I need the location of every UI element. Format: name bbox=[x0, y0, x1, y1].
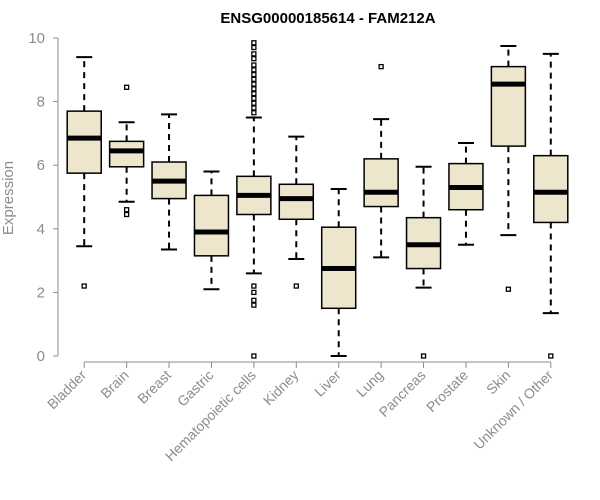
x-tick-label-lung: Lung bbox=[353, 367, 386, 400]
y-tick-label: 0 bbox=[37, 348, 45, 365]
box-liver bbox=[320, 188, 357, 357]
outlier-point bbox=[251, 110, 257, 116]
box-bladder bbox=[66, 56, 102, 289]
boxes-group bbox=[66, 40, 569, 359]
outlier-point bbox=[251, 62, 257, 68]
box-lung bbox=[363, 63, 399, 259]
outlier-point bbox=[251, 100, 257, 106]
outlier-point bbox=[548, 353, 554, 359]
y-axis-label: Expression bbox=[0, 161, 17, 235]
box-kidney bbox=[278, 135, 315, 289]
box-skin bbox=[490, 44, 527, 292]
outlier-point bbox=[81, 283, 87, 289]
box-pancreas bbox=[405, 165, 442, 359]
iqr-box bbox=[363, 158, 399, 208]
outlier-point bbox=[293, 283, 299, 289]
outlier-point bbox=[251, 86, 257, 92]
outlier-point bbox=[251, 40, 257, 46]
outlier-point bbox=[251, 44, 257, 51]
outlier-point bbox=[251, 289, 257, 296]
outlier-point bbox=[251, 81, 257, 87]
x-tick-label-prostate: Prostate bbox=[423, 367, 471, 415]
box-brain bbox=[108, 84, 145, 218]
iqr-box bbox=[108, 140, 145, 168]
x-tick-label-unknown-other: Unknown / Other bbox=[470, 367, 556, 453]
outlier-point bbox=[251, 56, 257, 62]
y-tick-label: 6 bbox=[37, 157, 45, 174]
x-tick-label-skin: Skin bbox=[483, 367, 514, 398]
x-tick-label-bladder: Bladder bbox=[44, 367, 90, 413]
iqr-box bbox=[66, 110, 102, 174]
box-gastric bbox=[193, 170, 230, 291]
iqr-box bbox=[533, 154, 569, 224]
y-tick-label: 4 bbox=[37, 221, 45, 238]
x-tick-label-kidney: Kidney bbox=[260, 367, 302, 409]
outlier-point bbox=[251, 71, 257, 78]
outlier-point bbox=[251, 302, 257, 308]
x-tick-label-breast: Breast bbox=[134, 367, 174, 407]
outlier-point bbox=[420, 353, 427, 359]
outlier-point bbox=[251, 76, 257, 82]
box-prostate bbox=[448, 141, 484, 246]
outlier-point bbox=[505, 286, 512, 292]
box-hematopoietic-cells bbox=[236, 40, 272, 359]
outlier-point bbox=[123, 211, 130, 218]
x-tick-label-liver: Liver bbox=[311, 367, 344, 400]
iqr-box bbox=[193, 194, 230, 257]
outlier-point bbox=[378, 63, 384, 70]
outlier-point bbox=[251, 91, 257, 97]
outlier-point bbox=[251, 95, 257, 102]
y-tick-label: 2 bbox=[37, 284, 45, 301]
x-tick-label-brain: Brain bbox=[97, 367, 131, 401]
x-tick-label-pancreas: Pancreas bbox=[376, 367, 429, 420]
outlier-point bbox=[123, 84, 130, 90]
outlier-point bbox=[251, 297, 257, 304]
y-tick-label: 8 bbox=[37, 94, 45, 111]
outlier-point bbox=[251, 353, 257, 359]
outlier-point bbox=[251, 105, 257, 111]
box-unknown-other bbox=[533, 52, 569, 359]
y-axis: 0 2 4 6 8 10 bbox=[28, 30, 59, 365]
outlier-point bbox=[251, 67, 257, 73]
outlier-point bbox=[251, 283, 257, 289]
outlier-point bbox=[123, 207, 130, 213]
y-tick-label: 10 bbox=[28, 30, 45, 47]
outlier-point bbox=[251, 51, 257, 57]
iqr-box bbox=[490, 65, 527, 147]
iqr-box bbox=[278, 183, 315, 221]
chart-title: ENSG00000185614 - FAM212A bbox=[220, 10, 435, 27]
box-breast bbox=[151, 113, 187, 251]
